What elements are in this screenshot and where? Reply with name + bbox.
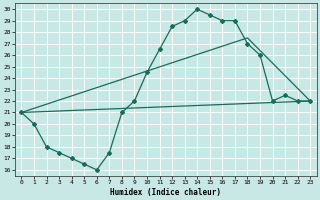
X-axis label: Humidex (Indice chaleur): Humidex (Indice chaleur) [110,188,221,197]
